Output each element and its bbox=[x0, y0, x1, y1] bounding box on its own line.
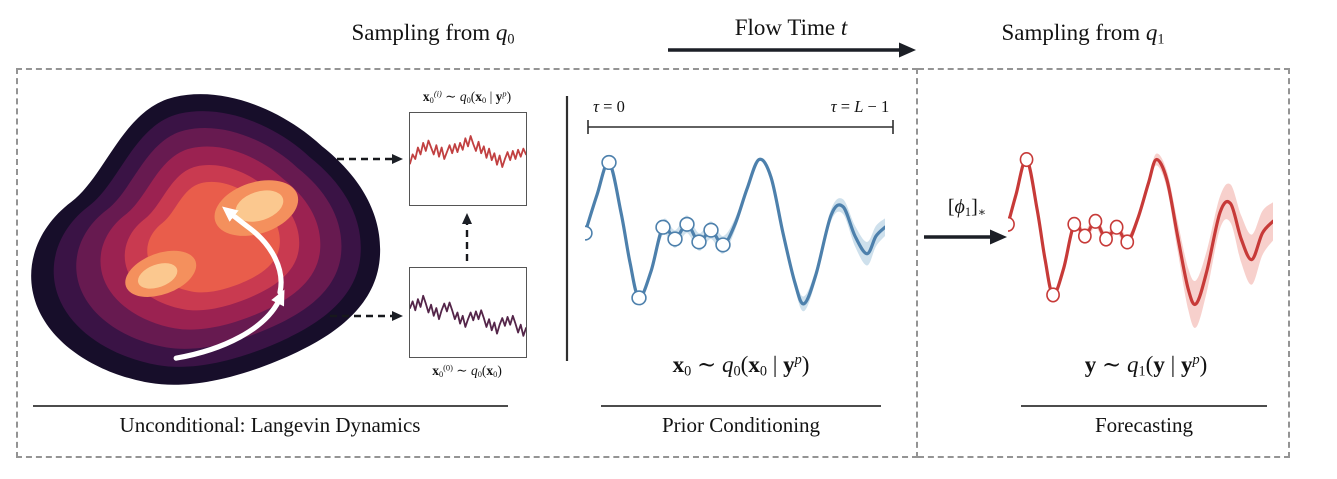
contour-core-left-inner bbox=[137, 263, 178, 289]
forecasting-panel bbox=[918, 68, 1290, 458]
unconditional-prior-panel bbox=[16, 68, 918, 458]
forecast-series-plot bbox=[1008, 136, 1273, 328]
conditional-sample-thumbnail bbox=[409, 112, 527, 206]
header-sampling-q1: Sampling from q1 bbox=[1001, 20, 1165, 48]
caption-forecasting: Forecasting bbox=[1095, 413, 1193, 437]
prior-conditioning-series-plot bbox=[585, 136, 885, 312]
caption-langevin-dynamics: Unconditional: Langevin Dynamics bbox=[119, 413, 421, 437]
caption-prior-conditioning: Prior Conditioning bbox=[661, 413, 821, 437]
initial-sample-label: x0(0) ∼ q0(x0) bbox=[432, 363, 502, 380]
tau-start-label: τ = 0 bbox=[593, 97, 625, 116]
pushforward-operator-label: [ϕ1]∗ bbox=[947, 196, 987, 220]
prior-distribution-formula: x0 ∼ q0(x0 | yp) bbox=[672, 352, 810, 380]
tau-end-label: τ = L − 1 bbox=[830, 97, 890, 116]
density-contour-plot bbox=[31, 94, 381, 385]
langevin-trajectory-segment-1 bbox=[173, 289, 285, 361]
header-flow-time: Flow Time t bbox=[734, 15, 848, 40]
langevin-trajectory-segment-2 bbox=[222, 206, 284, 295]
contour-core-right-inner bbox=[235, 190, 284, 222]
conditional-sample-label: x0(i) ∼ q0(x0 | yp) bbox=[422, 89, 512, 106]
header-sampling-q0: Sampling from q0 bbox=[351, 20, 515, 48]
initial-sample-thumbnail bbox=[409, 267, 527, 358]
forecast-distribution-formula: y ∼ q1(y | yp) bbox=[1084, 352, 1208, 380]
